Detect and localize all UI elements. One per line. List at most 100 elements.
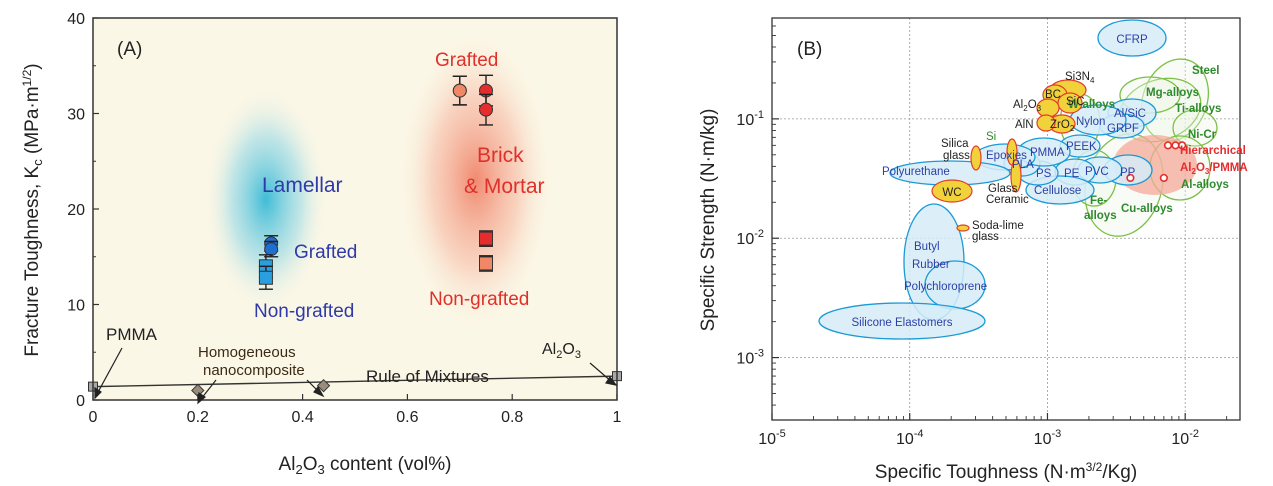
annotation-arrows xyxy=(94,347,618,405)
data-point xyxy=(258,270,273,285)
y-tick-label: 0 xyxy=(76,393,85,410)
soda-lime-glass-bubble xyxy=(956,224,970,232)
hierarchical-point xyxy=(1126,173,1135,183)
hierarchical-al2o3-pmma-label: Al2O3/PMMA xyxy=(1180,162,1248,176)
panel-b-label: (B) xyxy=(797,39,822,60)
glass-ceramic-bubble xyxy=(1010,159,1022,193)
hierarchical-point xyxy=(1163,141,1173,150)
panel-b-specific-strength-chart: 10-5 10-4 10-3 10-2 10-3 10-2 10-1 (B) CFRP St… xyxy=(698,17,1248,483)
data-point xyxy=(452,83,467,98)
panel-a-label: (A) xyxy=(117,39,142,60)
mortar-label: & Mortar xyxy=(464,175,545,198)
region-lamellar xyxy=(203,84,329,315)
homogeneous-label: Homogeneous xyxy=(198,344,296,361)
rule-of-mixtures-segment xyxy=(92,375,618,388)
pmma-b-label: PMMA xyxy=(1030,147,1065,159)
rule-of-mixtures-line xyxy=(92,375,618,388)
panel-b-material-bubbles xyxy=(818,19,1218,340)
sic-bubble xyxy=(1057,92,1083,114)
y-tick-label: 10 xyxy=(67,298,85,315)
fe-alloys-label-2: alloys xyxy=(1084,210,1117,222)
glass-label: Glass xyxy=(988,183,1018,195)
rubber-label: Rubber xyxy=(912,259,950,271)
lamellar-nongrafted-label: Non-grafted xyxy=(254,301,354,322)
data-point xyxy=(479,102,493,117)
silica-label: Silica xyxy=(941,138,969,150)
brick-label: Brick xyxy=(477,144,524,167)
bm-nongrafted-label: Non-grafted xyxy=(429,289,529,310)
steel-label: Steel xyxy=(1192,65,1220,77)
panel-a-regions xyxy=(203,27,555,334)
hierarchical-point xyxy=(1159,173,1168,183)
alsic-label: Al/SiC xyxy=(1114,108,1146,120)
nanocomposite-label: nanocomposite xyxy=(203,362,305,379)
lamellar-label: Lamellar xyxy=(262,174,343,197)
silicone-elastomers-label: Silicone Elastomers xyxy=(852,317,953,329)
y-tick-label: 10-2 xyxy=(736,228,764,248)
al2o3-endpoint-label: Al2O3 xyxy=(542,341,581,361)
aln-label: AlN xyxy=(1015,119,1034,131)
cu-alloys-label: Cu-alloys xyxy=(1121,203,1173,215)
ps-label: PS xyxy=(1036,168,1052,180)
hierarchical-point xyxy=(1178,141,1187,150)
peek-label: PEEK xyxy=(1066,141,1097,153)
x-tick-label: 10-5 xyxy=(758,428,786,448)
bc-label: BC xyxy=(1045,89,1061,101)
butyl-label: Butyl xyxy=(914,241,940,253)
al-alloys-label: Al-alloys xyxy=(1181,179,1229,191)
pe-label: PE xyxy=(1064,168,1080,180)
y-tick-label: 20 xyxy=(67,202,85,219)
wc-label: WC xyxy=(942,187,961,199)
polyurethane-label: Polyurethane xyxy=(882,166,950,178)
y-tick-label: 40 xyxy=(67,11,85,28)
soda-lime-glass-label: glass xyxy=(972,231,999,243)
x-tick-label: 0.4 xyxy=(291,409,313,426)
pp-label: PP xyxy=(1120,167,1136,179)
ceramic-bubbles xyxy=(931,79,1087,232)
x-tick-label: 0.8 xyxy=(501,409,523,426)
material-labels: CFRP Steel Mg-alloys Ti-alloys Ni-Cr W-a… xyxy=(852,34,1248,329)
si3n4-label: Si3N4 xyxy=(1065,71,1095,85)
zro2-label: ZrO2 xyxy=(1050,119,1075,133)
pmma-label: PMMA xyxy=(106,325,158,344)
panel-b-ticks: 10-5 10-4 10-3 10-2 10-3 10-2 10-1 xyxy=(736,25,1228,448)
x-tick-label: 1 xyxy=(613,409,622,426)
panel-a-x-axis-title: Al2O3 content (vol%) xyxy=(279,454,452,477)
x-tick-label: 10-3 xyxy=(1034,428,1062,448)
cfrp-label: CFRP xyxy=(1116,34,1148,46)
ni-cr-bubble xyxy=(1172,109,1218,147)
aln-bubble xyxy=(1036,114,1056,132)
region-brick-mortar xyxy=(396,27,555,334)
bm-grafted-label: Grafted xyxy=(435,50,498,71)
ti-alloys-label: Ti-alloys xyxy=(1175,103,1221,115)
si-label: Si xyxy=(986,131,996,143)
cellulose-label: Cellulose xyxy=(1034,185,1081,197)
x-tick-label: 10-2 xyxy=(1171,428,1199,448)
grpf-label: GRPF xyxy=(1107,123,1139,135)
sic-label: SiC xyxy=(1066,96,1085,108)
x-tick-label: 0 xyxy=(89,409,98,426)
ceramic-label: Ceramic xyxy=(986,194,1029,206)
hierarchical-points xyxy=(1126,141,1187,183)
data-point xyxy=(316,378,331,393)
panel-a-y-axis-title: Fracture Toughness, Kc (MPa·m1/2) xyxy=(20,63,45,356)
panel-b-plot-background xyxy=(772,18,1240,420)
hierarchical-point xyxy=(1171,141,1180,150)
cfrp-bubble xyxy=(1097,19,1167,57)
silica-glass-bubble xyxy=(970,145,982,171)
w-alloys-label: W-alloys xyxy=(1068,99,1115,111)
pla-label: PLA xyxy=(1012,159,1034,171)
rule-of-mixtures-label: Rule of Mixtures xyxy=(366,367,489,386)
mg-alloys-label: Mg-alloys xyxy=(1146,87,1199,99)
y-tick-label: 30 xyxy=(67,107,85,124)
soda-lime-label: Soda-lime xyxy=(972,220,1024,232)
pvc-label: PVC xyxy=(1085,166,1109,178)
lamellar-grafted-label: Grafted xyxy=(294,242,357,263)
polychloroprene-label: Polychloroprene xyxy=(904,281,987,293)
x-tick-label: 0.6 xyxy=(396,409,418,426)
wc-bubble xyxy=(931,179,973,203)
silica-glass-label: glass xyxy=(943,150,970,162)
fe-alloys-label-1: Fe- xyxy=(1090,195,1107,207)
